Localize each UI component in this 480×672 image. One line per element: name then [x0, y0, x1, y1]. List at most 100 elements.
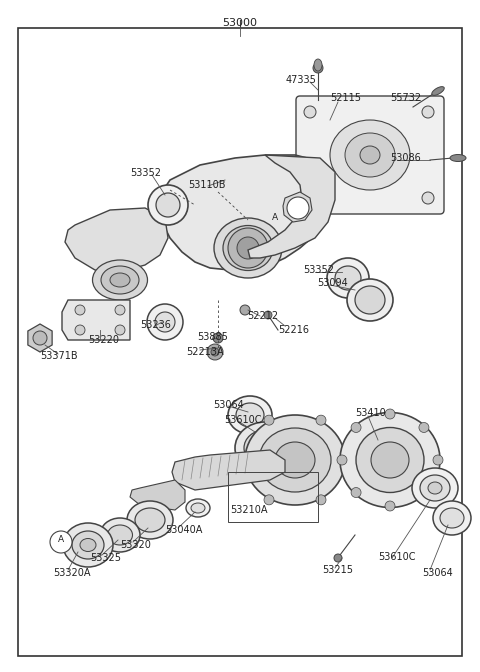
Polygon shape: [160, 155, 330, 270]
Circle shape: [304, 192, 316, 204]
Circle shape: [316, 415, 326, 425]
Ellipse shape: [314, 59, 322, 71]
Circle shape: [264, 495, 274, 505]
Text: 53352: 53352: [303, 265, 334, 275]
Ellipse shape: [236, 403, 264, 427]
Ellipse shape: [360, 146, 380, 164]
Text: 53320A: 53320A: [53, 568, 91, 578]
Ellipse shape: [253, 438, 277, 458]
Polygon shape: [248, 155, 335, 258]
Circle shape: [211, 348, 219, 356]
Circle shape: [50, 531, 72, 553]
Circle shape: [33, 331, 47, 345]
Text: 52212: 52212: [247, 311, 278, 321]
Text: 53215: 53215: [322, 565, 353, 575]
Ellipse shape: [127, 501, 173, 539]
Circle shape: [156, 193, 180, 217]
Text: A: A: [58, 536, 64, 544]
Ellipse shape: [186, 499, 210, 517]
Ellipse shape: [450, 155, 466, 161]
Circle shape: [237, 237, 259, 259]
Circle shape: [385, 409, 395, 419]
Ellipse shape: [433, 501, 471, 535]
Ellipse shape: [428, 482, 442, 494]
Circle shape: [148, 185, 188, 225]
Text: 53086: 53086: [390, 153, 421, 163]
Text: 53410: 53410: [355, 408, 386, 418]
Circle shape: [316, 495, 326, 505]
Circle shape: [238, 455, 248, 465]
Text: 53220: 53220: [88, 335, 119, 345]
Polygon shape: [65, 208, 168, 272]
Text: 53610C: 53610C: [224, 415, 262, 425]
Polygon shape: [62, 300, 130, 340]
Ellipse shape: [327, 258, 369, 298]
Ellipse shape: [100, 518, 140, 552]
Text: 53064: 53064: [422, 568, 453, 578]
Circle shape: [115, 305, 125, 315]
Text: A: A: [272, 214, 278, 222]
Circle shape: [433, 455, 443, 465]
Circle shape: [419, 487, 429, 497]
Text: 52213A: 52213A: [186, 347, 224, 357]
Circle shape: [147, 304, 183, 340]
Circle shape: [313, 63, 323, 73]
Circle shape: [213, 333, 223, 343]
Text: 53040A: 53040A: [165, 525, 203, 535]
Circle shape: [264, 415, 274, 425]
Ellipse shape: [214, 218, 282, 278]
Circle shape: [351, 423, 361, 433]
Text: 53320: 53320: [120, 540, 151, 550]
Circle shape: [75, 325, 85, 335]
Ellipse shape: [191, 503, 205, 513]
Circle shape: [304, 106, 316, 118]
Text: 47335: 47335: [286, 75, 317, 85]
Text: 53064: 53064: [213, 400, 244, 410]
Text: 53325: 53325: [90, 553, 121, 563]
Ellipse shape: [340, 413, 440, 507]
Text: 53352: 53352: [130, 168, 161, 178]
Circle shape: [337, 455, 347, 465]
Ellipse shape: [93, 260, 147, 300]
Ellipse shape: [72, 531, 104, 559]
Text: 53000: 53000: [223, 18, 257, 28]
Ellipse shape: [245, 415, 345, 505]
Polygon shape: [130, 480, 185, 510]
Ellipse shape: [135, 508, 165, 532]
Polygon shape: [28, 324, 52, 352]
Ellipse shape: [347, 279, 393, 321]
Polygon shape: [172, 450, 285, 490]
Circle shape: [264, 311, 272, 319]
Bar: [228, 472, 318, 522]
Circle shape: [228, 228, 268, 268]
Ellipse shape: [108, 525, 132, 545]
Circle shape: [422, 192, 434, 204]
Circle shape: [240, 305, 250, 315]
Circle shape: [419, 423, 429, 433]
Ellipse shape: [223, 226, 273, 271]
Circle shape: [75, 305, 85, 315]
Ellipse shape: [80, 538, 96, 552]
Circle shape: [342, 455, 352, 465]
Circle shape: [422, 106, 434, 118]
Ellipse shape: [356, 427, 424, 493]
Ellipse shape: [228, 396, 272, 434]
Text: 52115: 52115: [330, 93, 361, 103]
Text: 53371B: 53371B: [40, 351, 78, 361]
Ellipse shape: [440, 508, 464, 528]
Text: 53110B: 53110B: [188, 180, 226, 190]
Ellipse shape: [330, 120, 410, 190]
Ellipse shape: [235, 422, 295, 474]
Ellipse shape: [345, 133, 395, 177]
Circle shape: [207, 344, 223, 360]
Circle shape: [115, 325, 125, 335]
Ellipse shape: [244, 430, 286, 466]
Ellipse shape: [412, 468, 458, 508]
Text: 52216: 52216: [278, 325, 309, 335]
Ellipse shape: [335, 266, 361, 290]
Text: 55732: 55732: [390, 93, 421, 103]
Circle shape: [351, 487, 361, 497]
Ellipse shape: [420, 475, 450, 501]
Circle shape: [334, 554, 342, 562]
Ellipse shape: [275, 442, 315, 478]
